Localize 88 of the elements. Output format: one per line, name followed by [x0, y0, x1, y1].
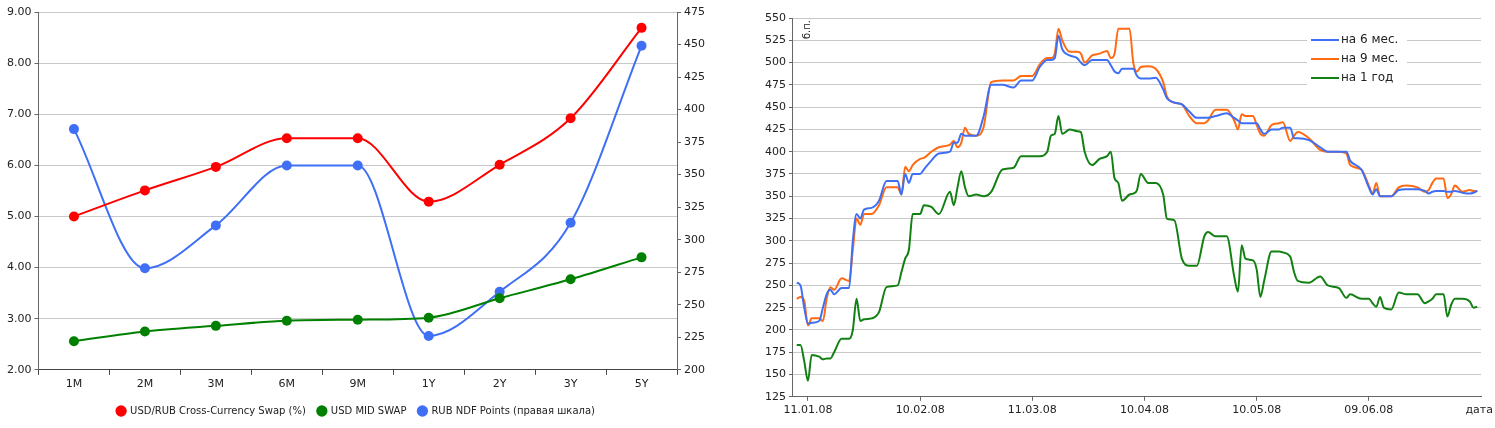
y-tick-label: 225	[765, 300, 786, 314]
point	[139, 263, 150, 274]
point	[281, 315, 292, 326]
y2-tick-label: 425	[684, 69, 705, 83]
point	[352, 160, 363, 171]
x-tick-label: 1M	[65, 377, 83, 391]
point	[423, 330, 434, 341]
point	[423, 312, 434, 323]
point	[494, 293, 505, 304]
y-tick-label: 400	[765, 144, 786, 158]
y-tick-label: 425	[765, 122, 786, 136]
legend-label: на 9 мес.	[1341, 51, 1399, 66]
y2-tick-label: 300	[684, 232, 705, 246]
y-tick-label: 325	[765, 211, 786, 225]
y-tick-label: 175	[765, 345, 786, 359]
y2-tick-label: 200	[684, 362, 705, 376]
x-tick-label: 2Y	[492, 377, 507, 391]
y-tick-label: 9.00	[6, 4, 32, 18]
y2-tick-label: 325	[684, 200, 705, 214]
point	[68, 211, 79, 222]
y-tick-label: 300	[765, 233, 786, 247]
x-tick-label: 6M	[278, 377, 296, 391]
y-tick-label: 550	[765, 10, 786, 24]
point	[210, 220, 221, 231]
legend-label: USD MID SWAP	[330, 404, 407, 416]
y2-tick-label: 225	[684, 330, 705, 344]
point	[139, 185, 150, 196]
y-tick-label: 525	[765, 33, 786, 47]
legend-label: RUB NDF Points (правая шкала)	[431, 404, 596, 416]
x-tick-label: 11.01.08	[783, 403, 833, 417]
x-tick-label: 5Y	[634, 377, 649, 391]
x-tick-label: 11.03.08	[1007, 403, 1057, 417]
x-tick-label: 10.05.08	[1232, 403, 1282, 417]
point	[565, 113, 576, 124]
y-tick-label: 6.00	[6, 158, 32, 172]
y2-tick-label: 250	[684, 297, 705, 311]
point	[494, 159, 505, 170]
point	[636, 40, 647, 51]
y-tick-label: 125	[765, 389, 786, 403]
x-tick-label: 2M	[136, 377, 154, 391]
point	[281, 133, 292, 144]
point	[281, 160, 292, 171]
legend-label: USD/RUB Cross-Currency Swap (%)	[130, 404, 306, 416]
y-tick-label: 150	[765, 367, 786, 381]
point	[68, 336, 79, 347]
point	[565, 274, 576, 285]
x-tick-label: 09.06.08	[1344, 403, 1394, 417]
y-tick-label: 475	[765, 77, 786, 91]
x-tick-label: 9M	[349, 377, 366, 391]
y-tick-label: 500	[765, 55, 786, 69]
x-tick-label: 10.04.08	[1119, 403, 1169, 417]
point	[352, 133, 363, 144]
y2-tick-label: 350	[684, 167, 705, 181]
x-axis-title: дата	[1465, 403, 1493, 417]
y-tick-label: 450	[765, 99, 786, 113]
point	[636, 22, 647, 33]
x-tick-label: 10.02.08	[895, 403, 945, 417]
point	[423, 196, 434, 207]
y-tick-label: 375	[765, 166, 786, 180]
point	[139, 326, 150, 337]
y-tick-label: 275	[765, 255, 786, 269]
x-tick-label: 3Y	[563, 377, 578, 391]
y-tick-label: 3.00	[6, 311, 32, 325]
y2-tick-label: 475	[684, 4, 705, 18]
y2-tick-label: 400	[684, 102, 705, 116]
point	[352, 314, 363, 325]
y2-tick-label: 275	[684, 265, 705, 279]
y-tick-label: 5.00	[6, 209, 32, 223]
y-tick-label: 350	[765, 189, 786, 203]
x-tick-label: 3M	[207, 377, 225, 391]
y-axis-title: б.п.	[800, 20, 812, 40]
y2-tick-label: 450	[684, 37, 705, 51]
line-series	[795, 115, 1479, 382]
y-tick-label: 4.00	[6, 260, 32, 274]
point	[210, 320, 221, 331]
y2-tick-label: 375	[684, 134, 705, 148]
legend-label: на 1 год	[1341, 70, 1394, 85]
y-tick-label: 2.00	[6, 362, 32, 376]
point	[636, 252, 647, 263]
legend-label: на 6 мес.	[1341, 32, 1399, 47]
y-tick-label: 200	[765, 322, 786, 336]
y-tick-label: 8.00	[6, 55, 32, 69]
point	[68, 124, 79, 135]
y-tick-label: 250	[765, 278, 786, 292]
y-tick-label: 7.00	[6, 107, 32, 121]
point	[565, 217, 576, 228]
point	[210, 161, 221, 172]
x-tick-label: 1Y	[421, 377, 436, 391]
